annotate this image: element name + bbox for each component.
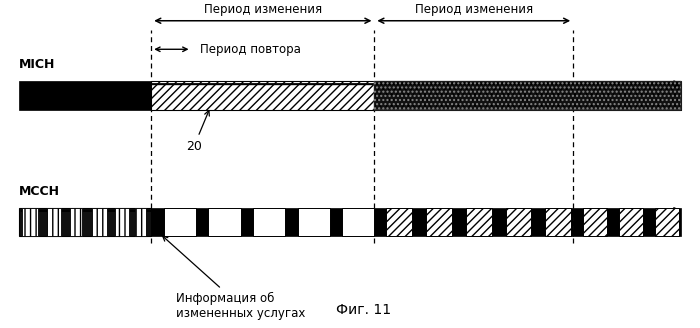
Bar bbox=[655, 208, 679, 236]
Bar bbox=[164, 208, 196, 236]
Bar bbox=[466, 208, 491, 236]
Bar bbox=[151, 208, 374, 236]
Text: Период изменения: Период изменения bbox=[204, 3, 322, 16]
Bar bbox=[620, 208, 643, 236]
Bar bbox=[209, 208, 241, 236]
Bar bbox=[135, 208, 146, 236]
Bar bbox=[19, 81, 151, 110]
Text: Период изменения: Период изменения bbox=[414, 3, 533, 16]
Bar bbox=[22, 208, 38, 236]
Bar bbox=[545, 208, 571, 236]
Text: Фиг. 11: Фиг. 11 bbox=[337, 303, 391, 317]
Bar bbox=[47, 208, 61, 236]
Bar bbox=[386, 208, 412, 236]
Text: MCCH: MCCH bbox=[19, 185, 60, 198]
Text: 20: 20 bbox=[186, 111, 209, 153]
Bar bbox=[253, 208, 285, 236]
Bar bbox=[151, 81, 374, 110]
Bar bbox=[92, 208, 107, 236]
Bar bbox=[374, 81, 681, 110]
Bar bbox=[583, 208, 607, 236]
Text: MICH: MICH bbox=[19, 58, 55, 72]
Bar bbox=[573, 208, 681, 236]
Text: Период повтора: Период повтора bbox=[199, 43, 301, 56]
Bar bbox=[19, 208, 151, 236]
Text: Информация об
измененных услугах: Информация об измененных услугах bbox=[163, 236, 305, 320]
Bar bbox=[115, 208, 129, 236]
Bar bbox=[505, 208, 531, 236]
Bar bbox=[374, 81, 681, 110]
Bar bbox=[374, 208, 573, 236]
Bar bbox=[298, 208, 330, 236]
Bar bbox=[342, 208, 375, 236]
Bar bbox=[426, 208, 452, 236]
Bar bbox=[70, 208, 83, 236]
